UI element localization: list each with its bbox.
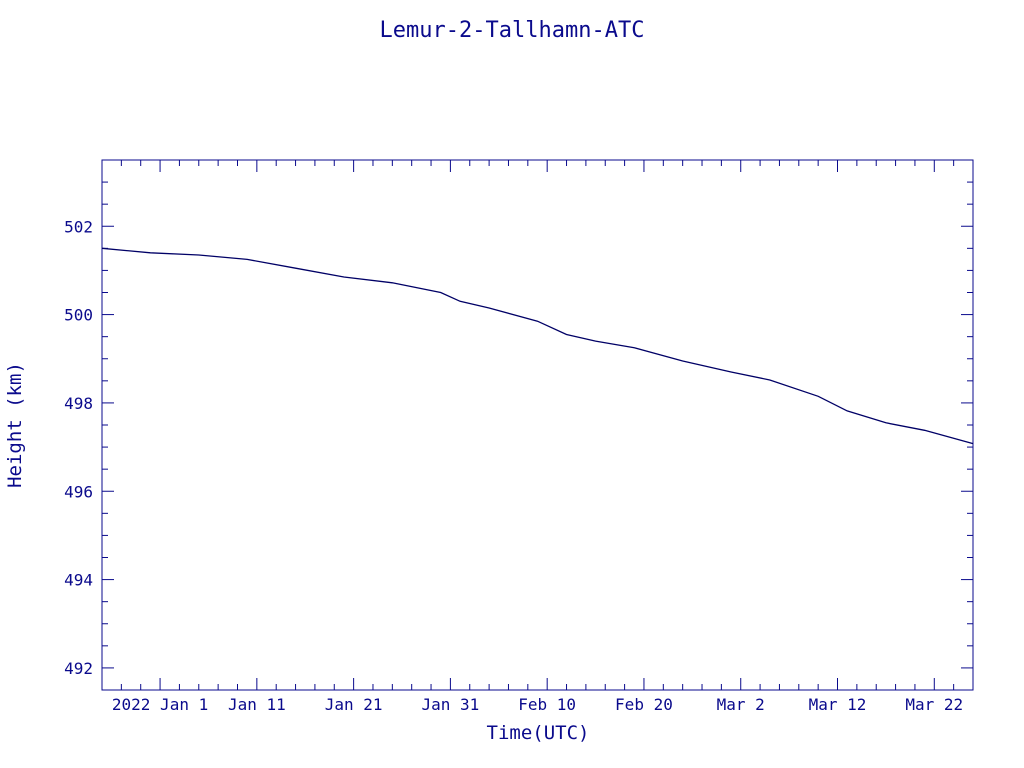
x-tick-label: Feb 10: [518, 695, 576, 714]
y-tick-labels: 492 494 496 498 500 502: [64, 217, 93, 678]
y-tick-label: 494: [64, 571, 93, 590]
y-axis-title: Height (km): [4, 362, 26, 488]
y-tick-label: 502: [64, 217, 93, 236]
x-tick-label: Jan 11: [228, 695, 286, 714]
x-tick-label: Feb 20: [615, 695, 673, 714]
y-tick-label: 498: [64, 394, 93, 413]
x-tick-label: Mar 12: [809, 695, 867, 714]
y-tick-label: 496: [64, 482, 93, 501]
x-tick-label: Jan 21: [325, 695, 383, 714]
x-tick-labels: 2022 Jan 1 Jan 11 Jan 21 Jan 31 Feb 10 Feb 20…: [112, 695, 963, 714]
x-tick-label: Jan 31: [422, 695, 480, 714]
x-tick-label: Mar 2: [717, 695, 765, 714]
tick-marks: [101, 159, 974, 691]
plot-frame: [101, 159, 974, 691]
height-series-line: [101, 247, 974, 445]
y-tick-label: 500: [64, 306, 93, 325]
x-axis-title: Time(UTC): [487, 722, 590, 744]
chart-title: Lemur-2-Tallhamn-ATC: [380, 18, 645, 43]
x-tick-label: 2022 Jan 1: [112, 695, 208, 714]
x-tick-label: Mar 22: [905, 695, 963, 714]
y-tick-label: 492: [64, 659, 93, 678]
